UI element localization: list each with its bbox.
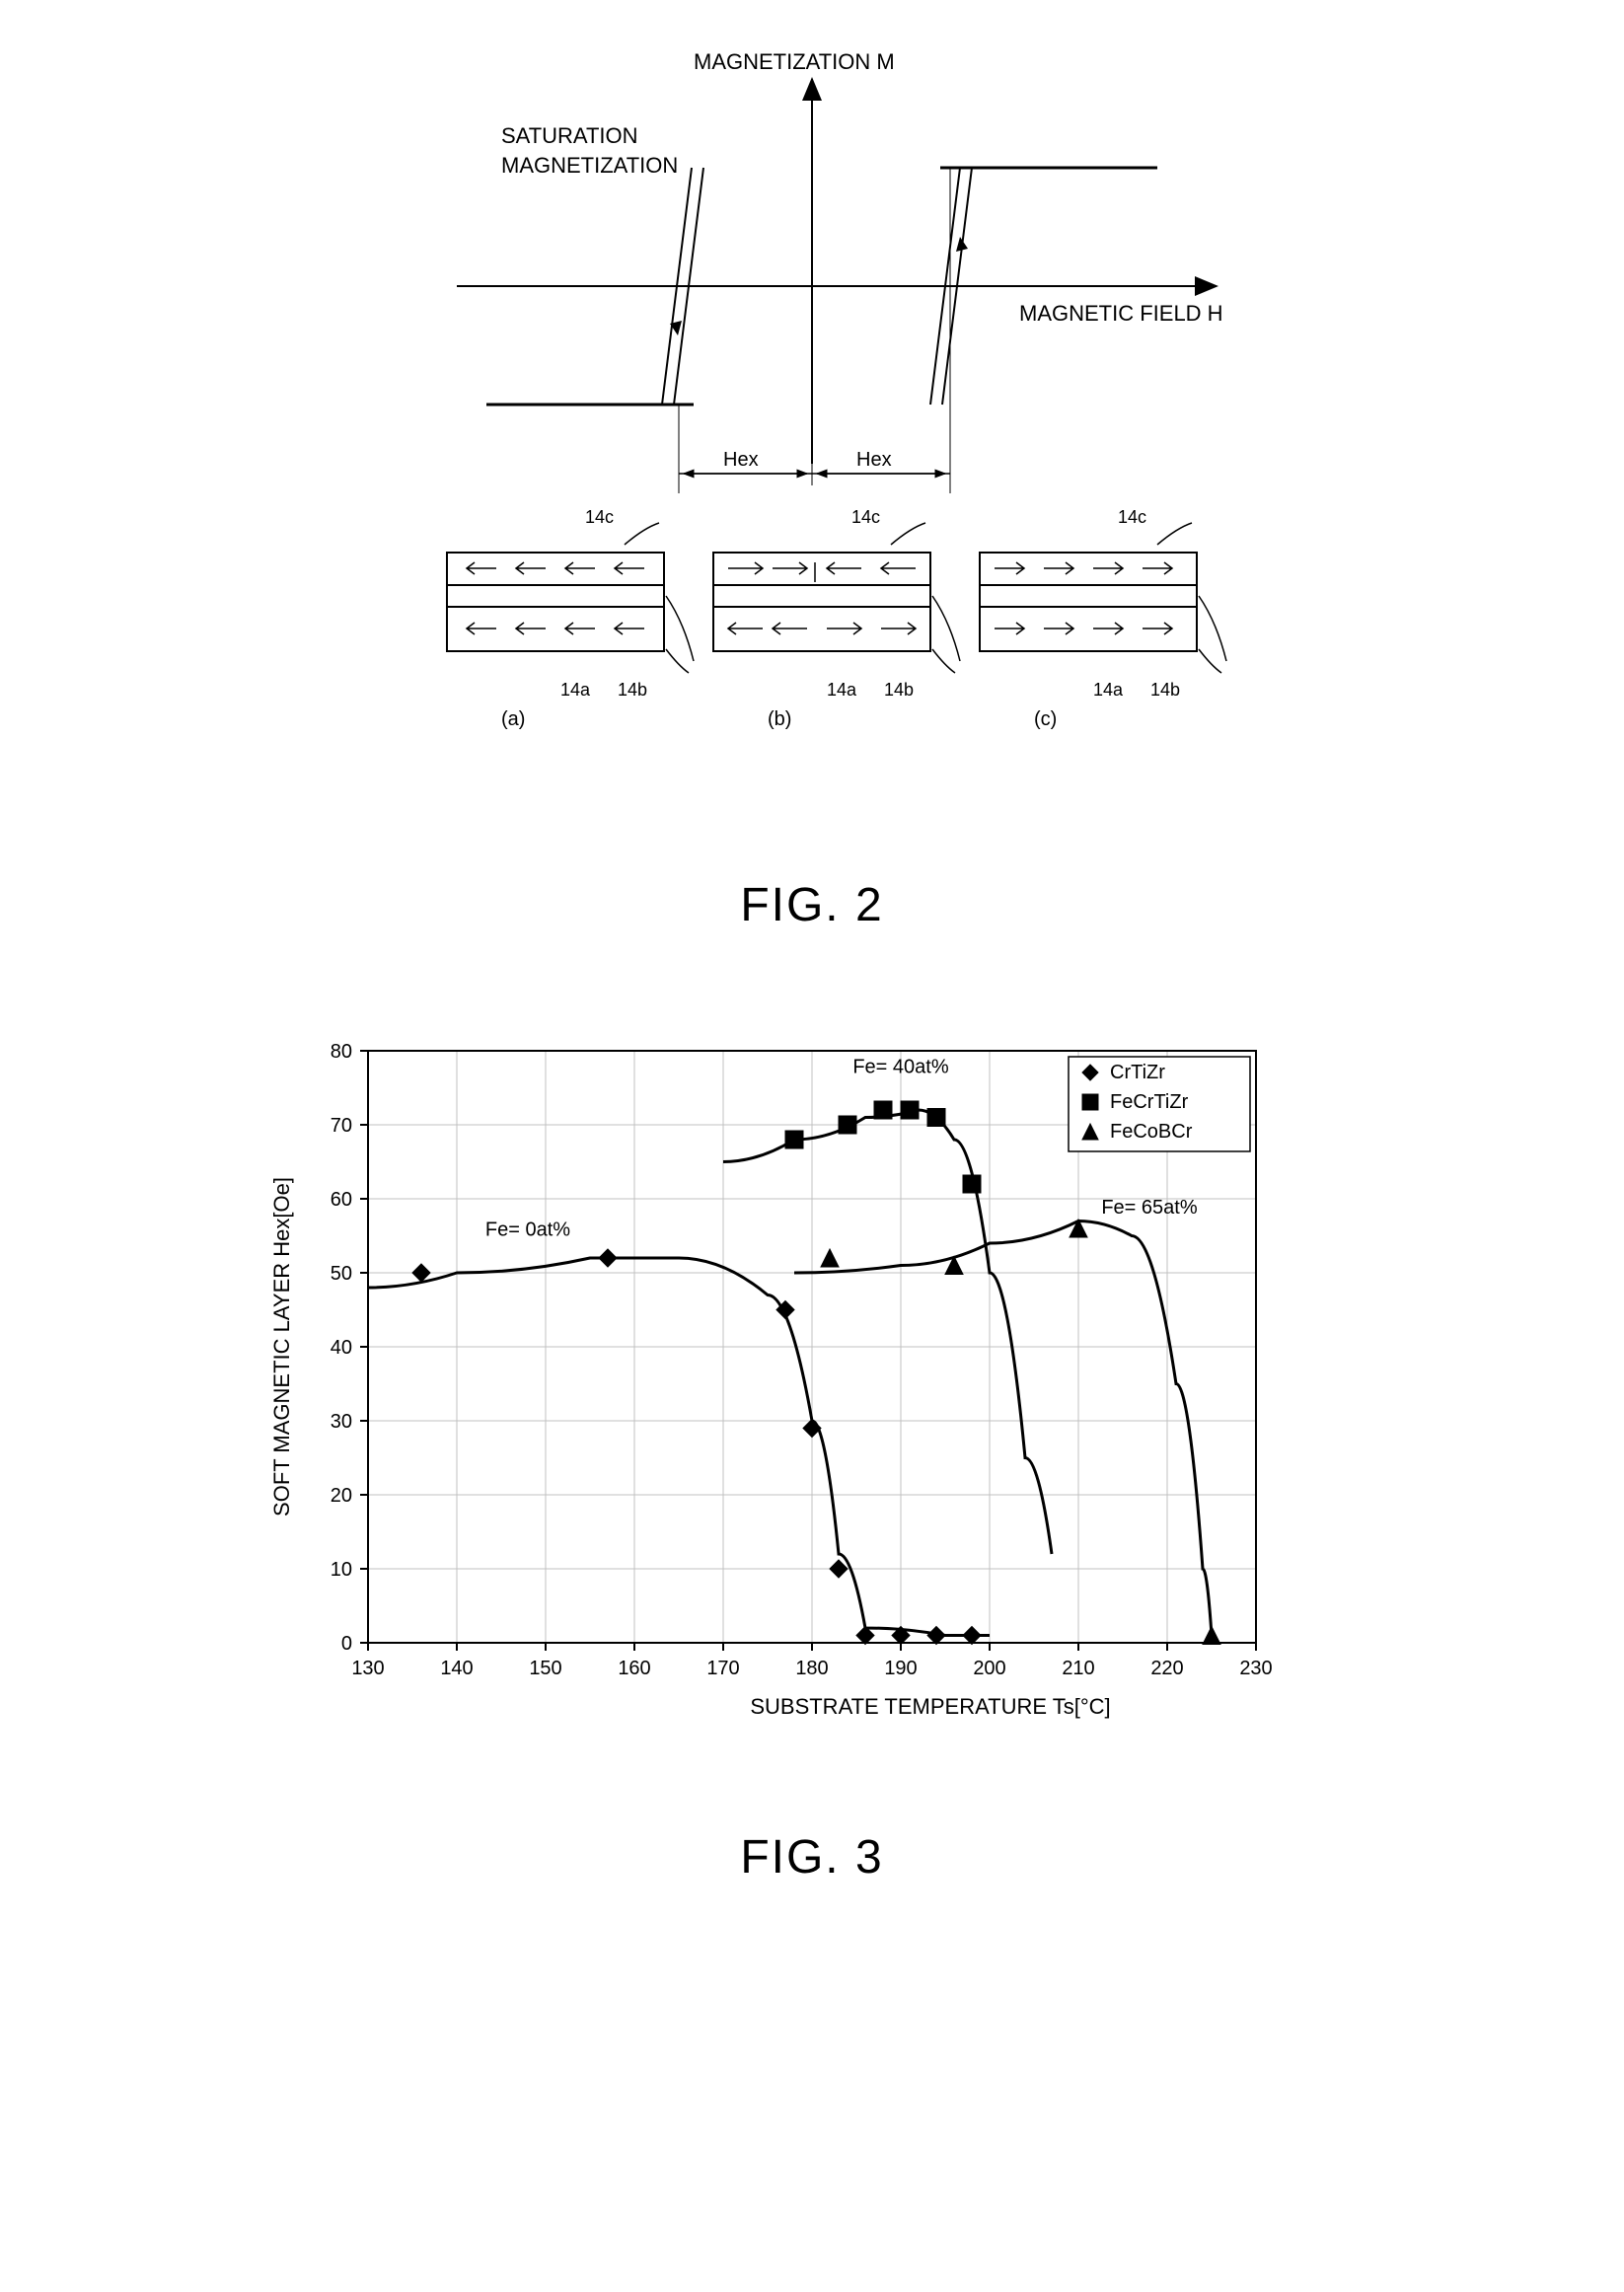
label-14c-a: 14c xyxy=(585,507,614,527)
svg-text:FeCoBCr: FeCoBCr xyxy=(1110,1121,1193,1143)
fig2-svg: MAGNETIZATION M MAGNETIC FIELD H SATURAT… xyxy=(269,39,1355,849)
sub-c: (c) xyxy=(1034,708,1057,730)
fig3-svg: 130 140 150 160 170 180 190 200 210 220 230 0 10 20 30… xyxy=(220,992,1404,1801)
x-axis-label: MAGNETIC FIELD H xyxy=(1019,301,1223,326)
svg-text:40: 40 xyxy=(331,1337,352,1359)
sub-a: (a) xyxy=(501,708,525,730)
svg-text:210: 210 xyxy=(1062,1658,1094,1679)
svg-text:Fe= 65at%: Fe= 65at% xyxy=(1101,1197,1198,1219)
y-axis-label: MAGNETIZATION M xyxy=(694,49,895,74)
diagram-b: 14c 14b 14a (b) xyxy=(713,507,960,730)
fig3-caption: FIG. 3 xyxy=(79,1830,1545,1885)
svg-text:SUBSTRATE TEMPERATURE Ts[°C]: SUBSTRATE TEMPERATURE Ts[°C] xyxy=(750,1694,1110,1719)
diagram-a: 14c 14b 14a (a) xyxy=(447,507,694,730)
svg-text:70: 70 xyxy=(331,1115,352,1137)
label-14b-a: 14b xyxy=(618,680,647,700)
svg-text:50: 50 xyxy=(331,1263,352,1285)
svg-text:CrTiZr: CrTiZr xyxy=(1110,1062,1165,1083)
label-14a-c: 14a xyxy=(1093,680,1124,700)
svg-text:20: 20 xyxy=(331,1485,352,1507)
svg-text:160: 160 xyxy=(618,1658,650,1679)
label-14c-b: 14c xyxy=(851,507,880,527)
svg-text:200: 200 xyxy=(973,1658,1005,1679)
saturation-label-2: MAGNETIZATION xyxy=(501,153,678,178)
svg-text:190: 190 xyxy=(884,1658,917,1679)
svg-text:Fe= 40at%: Fe= 40at% xyxy=(852,1057,949,1078)
label-14c-c: 14c xyxy=(1118,507,1146,527)
svg-text:230: 230 xyxy=(1239,1658,1272,1679)
svg-text:130: 130 xyxy=(351,1658,384,1679)
label-14a-b: 14a xyxy=(827,680,857,700)
label-14a-a: 14a xyxy=(560,680,591,700)
svg-text:170: 170 xyxy=(706,1658,739,1679)
svg-text:10: 10 xyxy=(331,1559,352,1581)
svg-text:180: 180 xyxy=(795,1658,828,1679)
svg-text:SOFT MAGNETIC LAYER Hex[Oe]: SOFT MAGNETIC LAYER Hex[Oe] xyxy=(269,1177,294,1516)
svg-text:80: 80 xyxy=(331,1041,352,1063)
svg-text:FeCrTiZr: FeCrTiZr xyxy=(1110,1091,1189,1113)
sub-b: (b) xyxy=(768,708,791,730)
figure-3: 130 140 150 160 170 180 190 200 210 220 230 0 10 20 30… xyxy=(79,992,1545,1885)
svg-text:60: 60 xyxy=(331,1189,352,1211)
label-14b-c: 14b xyxy=(1150,680,1180,700)
figure-2: MAGNETIZATION M MAGNETIC FIELD H SATURAT… xyxy=(79,39,1545,932)
svg-text:0: 0 xyxy=(341,1633,352,1655)
svg-text:220: 220 xyxy=(1150,1658,1183,1679)
hex-label-left: Hex xyxy=(723,449,759,471)
svg-text:140: 140 xyxy=(440,1658,473,1679)
svg-text:Fe= 0at%: Fe= 0at% xyxy=(485,1220,570,1241)
hex-label-right: Hex xyxy=(856,449,892,471)
svg-text:150: 150 xyxy=(529,1658,561,1679)
fig2-caption: FIG. 2 xyxy=(79,878,1545,932)
diagram-c: 14c 14b 14a (c) xyxy=(980,507,1226,730)
saturation-label-1: SATURATION xyxy=(501,123,638,148)
label-14b-b: 14b xyxy=(884,680,914,700)
svg-text:30: 30 xyxy=(331,1411,352,1433)
